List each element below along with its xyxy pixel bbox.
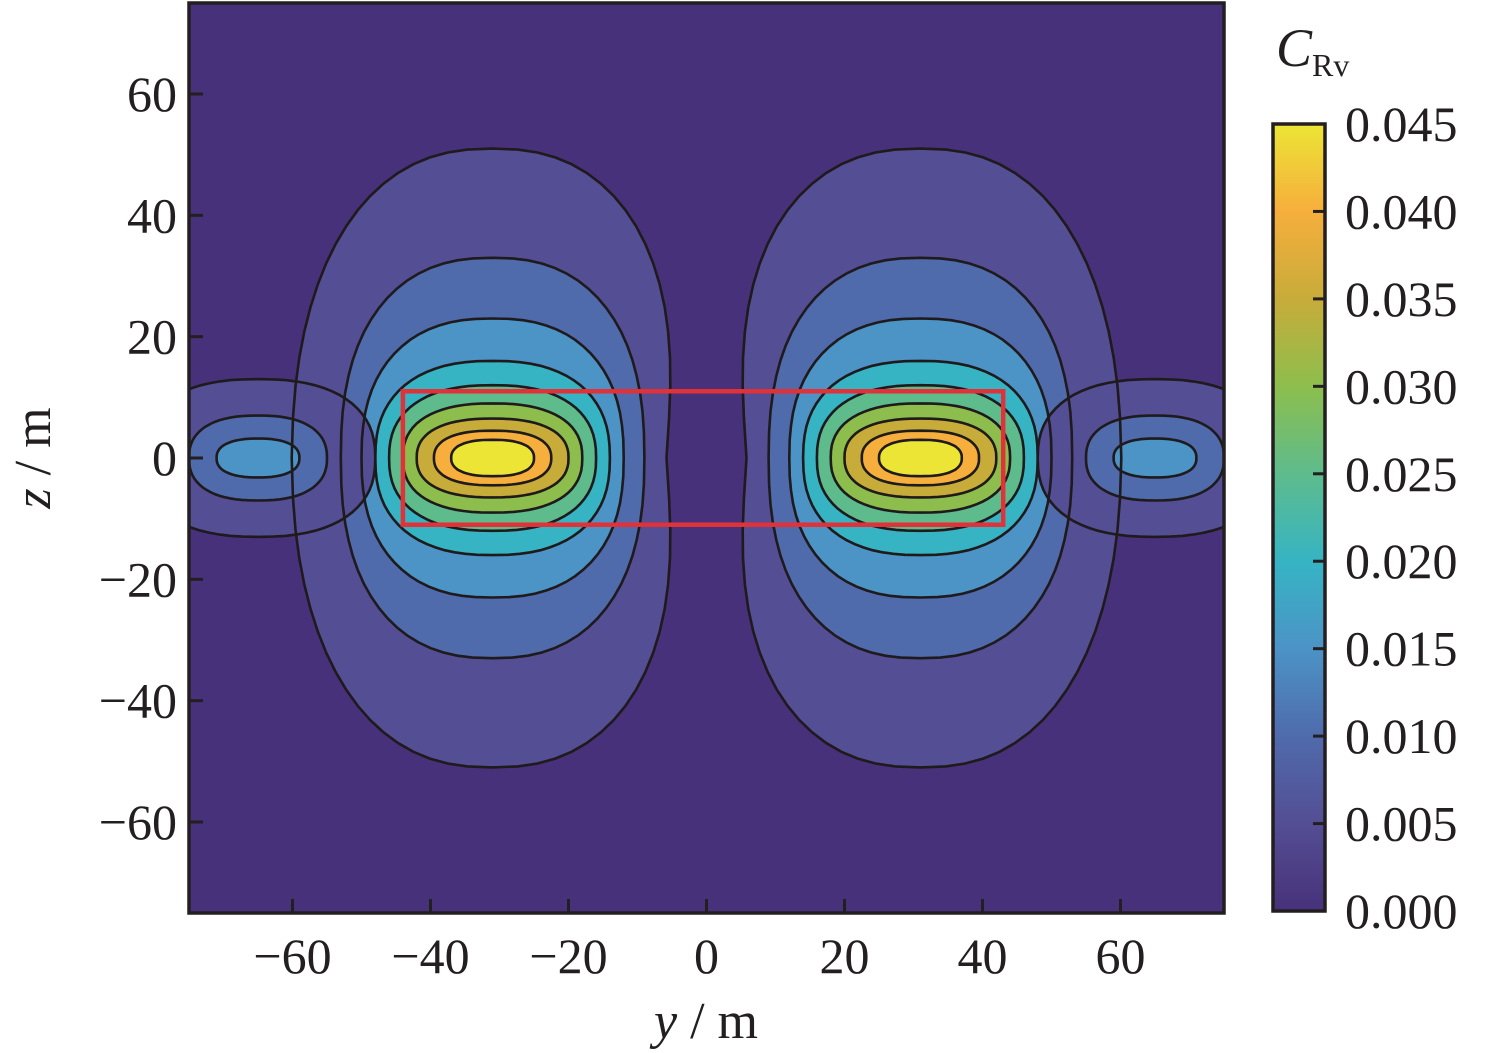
contour-line-main-1-level-4 xyxy=(801,359,1040,557)
x-axis-ticks: −60 −40 −20 0 20 40 60 xyxy=(253,899,1146,984)
contour-region-side-0-level-3 xyxy=(216,438,300,478)
colorbar-tick-label: 0.025 xyxy=(1345,446,1458,502)
colorbar-title: CRv xyxy=(1276,18,1349,83)
colorbar-tick-label: 0.015 xyxy=(1345,621,1458,677)
x-tick-label: −40 xyxy=(391,928,469,984)
contour-line-main-1-level-9 xyxy=(877,438,964,478)
contour-line-side-0-level-3 xyxy=(215,437,301,479)
colorbar-tick-label: 0.045 xyxy=(1345,96,1458,152)
contour-line-main-1-level-1 xyxy=(741,147,1123,769)
contour-line-main-1-level-2 xyxy=(767,256,1074,660)
contour-line-side-0-level-2 xyxy=(189,414,329,502)
colorbar-tick-label: 0.005 xyxy=(1345,796,1458,852)
x-tick-label: −60 xyxy=(253,928,331,984)
contour-line-main-1-level-7 xyxy=(843,417,998,499)
colorbar-tick-label: 0.010 xyxy=(1345,708,1458,764)
x-tick-label: 60 xyxy=(1096,928,1146,984)
contour-line-main-0-level-9 xyxy=(449,438,536,478)
y-tick-label: −40 xyxy=(99,673,177,729)
contour-region-side-1-level-3 xyxy=(1113,438,1197,478)
contour-line-side-1-level-3 xyxy=(1112,437,1198,479)
contour-line-main-0-level-8 xyxy=(432,429,553,487)
contour-line-main-1-level-3 xyxy=(787,317,1053,599)
contour-region-main-0-level-9 xyxy=(451,439,534,477)
y-tick-label: 40 xyxy=(127,187,177,243)
y-tick-label: 20 xyxy=(127,309,177,365)
x-axis-label: y / m xyxy=(649,993,758,1050)
colorbar xyxy=(1271,122,1327,913)
y-axis-label: z / m xyxy=(5,407,62,509)
contour-line-side-0-level-1 xyxy=(189,377,377,539)
contour-line-main-0-level-7 xyxy=(415,417,570,499)
y-tick-label: −60 xyxy=(99,794,177,850)
colorbar-tick-label: 0.040 xyxy=(1345,183,1458,239)
contour-line-main-0-level-3 xyxy=(360,317,626,599)
contour-line-main-1-level-6 xyxy=(829,402,1012,514)
y-tick-label: −20 xyxy=(99,551,177,607)
contour-fill-regions xyxy=(189,148,1224,768)
contour-line-side-1-level-2 xyxy=(1084,414,1224,502)
x-tick-label: 20 xyxy=(820,928,870,984)
contour-line-main-0-level-2 xyxy=(339,256,646,660)
x-tick-label: 0 xyxy=(694,928,719,984)
y-axis-ticks: −60 −40 −20 0 20 40 60 xyxy=(99,66,203,850)
contour-region-main-1-level-9 xyxy=(879,439,962,477)
y-tick-label: 0 xyxy=(152,430,177,486)
x-tick-label: −20 xyxy=(529,928,607,984)
y-tick-label: 60 xyxy=(127,66,177,122)
x-tick-label: 40 xyxy=(958,928,1008,984)
colorbar-tick-label: 0.020 xyxy=(1345,533,1458,589)
colorbar-tick-label: 0.035 xyxy=(1345,271,1458,327)
colorbar-ticks: 0.000 0.005 0.010 0.015 0.020 0.025 0.030 0.035… xyxy=(1313,96,1458,939)
contour-line-main-0-level-1 xyxy=(290,147,672,769)
contour-line-side-1-level-1 xyxy=(1036,377,1224,539)
colorbar-tick-label: 0.030 xyxy=(1345,358,1458,414)
colorbar-tick-label: 0.000 xyxy=(1345,883,1458,939)
contour-line-main-1-level-8 xyxy=(860,429,981,487)
highlight-box xyxy=(400,389,1006,527)
